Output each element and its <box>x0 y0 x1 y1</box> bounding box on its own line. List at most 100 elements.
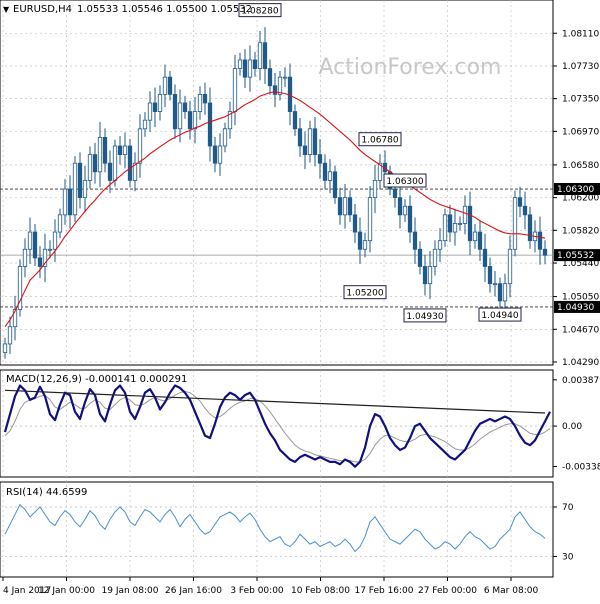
price-candle <box>482 248 488 267</box>
price-candle <box>537 231 543 250</box>
price-candle <box>302 145 308 156</box>
level-marker <box>554 300 600 313</box>
moving-average-line <box>4 91 546 328</box>
price-annotation-box <box>238 3 282 18</box>
time-tick-label: 27 Feb 00:00 <box>418 586 477 596</box>
price-candle <box>422 266 428 285</box>
price-candle <box>257 42 263 69</box>
price-candle <box>307 128 313 156</box>
price-candle <box>312 128 318 156</box>
price-candle <box>112 145 118 181</box>
price-candle <box>512 197 518 250</box>
rsi-panel[interactable] <box>0 481 554 578</box>
price-candle <box>332 171 338 199</box>
time-tick-label: 10 Feb 08:00 <box>291 586 350 596</box>
price-candle <box>517 197 523 207</box>
price-candle <box>452 223 458 233</box>
price-candle <box>502 283 508 302</box>
symbol-label: EURUSD,H4 <box>13 4 72 15</box>
price-annotation-label: 1.06300 <box>386 177 423 187</box>
price-candle <box>62 188 68 216</box>
current-price-marker <box>554 249 600 262</box>
price-candle <box>417 248 423 267</box>
price-candle <box>182 102 188 112</box>
price-panel[interactable] <box>0 0 554 366</box>
price-candle <box>12 309 18 328</box>
rsi-tick-label: 30 <box>562 552 574 562</box>
price-candle <box>447 214 453 233</box>
macd-title: MACD(12,26,9) -0.000141 0.000291 <box>6 374 187 385</box>
price-candle <box>322 162 328 181</box>
price-tick-label: 1.04290 <box>562 358 599 368</box>
price-candle <box>367 197 373 242</box>
macd-panel[interactable] <box>0 369 554 478</box>
price-candle <box>317 154 323 164</box>
price-tick-label: 1.06970 <box>562 127 599 137</box>
price-candle <box>82 180 88 199</box>
price-candle <box>397 197 403 216</box>
price-candle <box>37 257 43 267</box>
level-marker <box>554 183 600 196</box>
price-annotation-box <box>383 173 427 188</box>
price-candle <box>192 111 198 130</box>
time-tick-label: 17 Feb 16:00 <box>354 586 413 596</box>
rsi-tick-label: 70 <box>562 503 574 513</box>
price-candle <box>492 283 498 286</box>
price-candle <box>32 231 38 259</box>
macd-tick-label: 0.003879 <box>562 376 600 386</box>
price-candle <box>187 111 193 130</box>
price-candle <box>2 343 8 353</box>
rsi-title: RSI(14) 44.6599 <box>6 487 87 498</box>
price-candle <box>277 76 283 95</box>
price-annotation-box <box>343 285 387 300</box>
price-candle <box>252 59 258 69</box>
price-candle <box>292 111 298 130</box>
price-tick-label: 1.06580 <box>562 161 599 171</box>
price-candle <box>127 145 133 181</box>
price-annotation-label: 1.05200 <box>346 289 383 299</box>
price-candle <box>442 214 448 242</box>
price-candle <box>372 180 378 199</box>
price-candle <box>242 59 248 78</box>
time-tick-label: 3 Feb 00:00 <box>230 586 284 596</box>
price-candle <box>232 68 238 112</box>
chart-menu-icon[interactable]: ▼ <box>3 5 10 14</box>
price-candle <box>222 128 228 147</box>
price-candle <box>162 76 168 95</box>
price-tick-label: 1.05440 <box>562 259 599 269</box>
time-tick-label: 6 Mar 08:00 <box>484 586 539 596</box>
price-candle <box>212 145 218 164</box>
price-candle <box>352 214 358 233</box>
price-candle <box>407 205 413 233</box>
price-candle <box>147 102 153 121</box>
price-candle <box>67 188 73 216</box>
price-candle <box>487 266 493 285</box>
time-tick-label: 12 Jan 00:00 <box>38 586 95 596</box>
time-tick-label: 19 Jan 08:00 <box>102 586 159 596</box>
price-candle <box>87 154 93 181</box>
price-candle <box>197 93 203 112</box>
watermark: ActionForex.com <box>319 55 502 80</box>
price-candle <box>262 42 268 69</box>
price-candle <box>42 248 48 267</box>
price-candle <box>507 248 513 285</box>
current-price-label: 1.05532 <box>557 251 594 261</box>
price-annotation-label: 1.04940 <box>481 311 518 321</box>
price-candle <box>52 231 58 250</box>
price-tick-label: 1.07350 <box>562 95 599 105</box>
price-candle <box>7 326 13 345</box>
price-candle <box>432 248 438 267</box>
price-candle <box>102 136 108 164</box>
price-candle <box>77 162 83 199</box>
price-candle <box>72 162 78 216</box>
price-candle <box>437 240 443 250</box>
price-candle <box>117 145 123 156</box>
price-candle <box>477 231 483 250</box>
time-tick-label: 4 Jan 2017 <box>3 586 51 596</box>
price-candle <box>357 231 363 250</box>
price-series <box>0 27 553 359</box>
price-tick-label: 1.04670 <box>562 325 599 335</box>
price-candle <box>202 93 208 104</box>
